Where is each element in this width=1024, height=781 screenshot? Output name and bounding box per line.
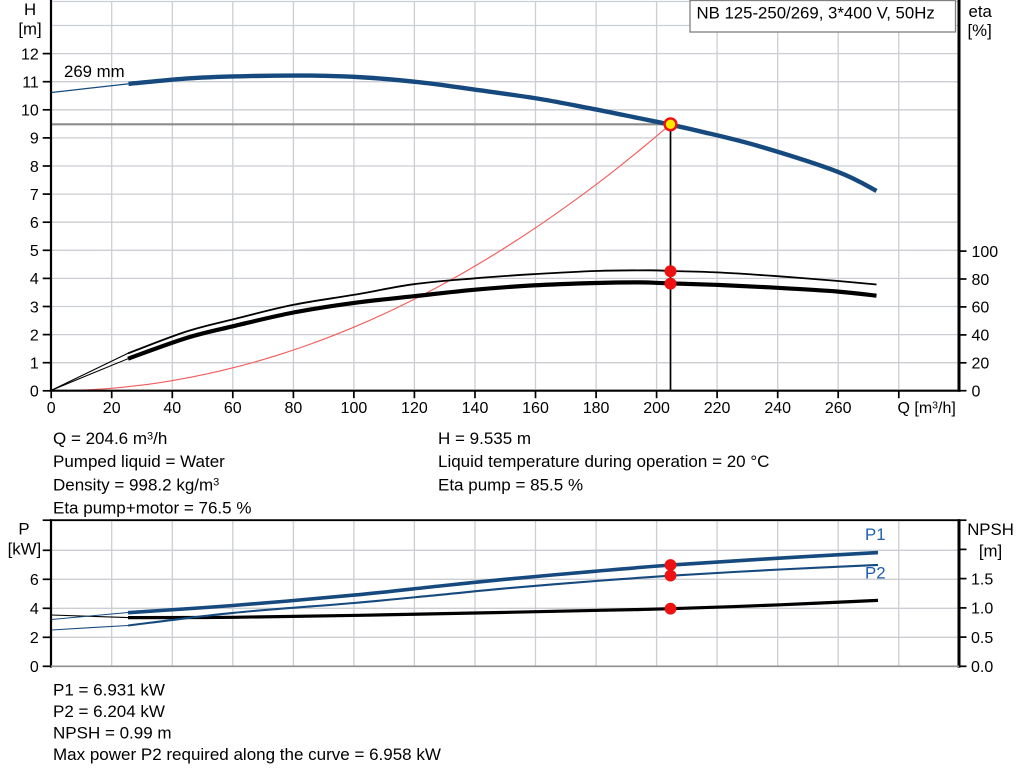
svg-text:60: 60 [972,300,990,317]
svg-text:2: 2 [30,630,39,647]
svg-text:0.5: 0.5 [971,630,993,647]
svg-text:P1: P1 [865,525,886,544]
svg-text:220: 220 [704,400,731,417]
svg-text:[%]: [%] [968,21,992,40]
svg-text:1: 1 [30,356,39,373]
svg-text:4: 4 [30,271,39,288]
svg-text:7: 7 [30,187,39,204]
svg-text:4: 4 [30,601,39,618]
svg-text:8: 8 [30,159,39,176]
svg-text:NPSH = 0.99 m: NPSH = 0.99 m [53,724,172,743]
svg-text:11: 11 [22,75,39,92]
svg-text:40: 40 [163,400,181,417]
svg-text:12: 12 [21,46,39,63]
svg-text:240: 240 [764,400,791,417]
svg-text:P2 = 6.204 kW: P2 = 6.204 kW [53,702,165,721]
svg-text:6: 6 [30,215,39,232]
svg-text:[m]: [m] [18,20,41,39]
svg-text:0: 0 [47,400,56,417]
svg-text:P2: P2 [865,564,886,583]
svg-text:5: 5 [30,243,39,260]
svg-text:1.0: 1.0 [971,601,993,618]
svg-text:H = 9.535 m: H = 9.535 m [438,429,531,448]
svg-text:80: 80 [972,272,990,289]
svg-text:Max power P2 required along th: Max power P2 required along the curve = … [53,745,441,764]
svg-text:0: 0 [30,384,39,401]
svg-text:80: 80 [285,400,303,417]
svg-text:Eta pump = 85.5 %: Eta pump = 85.5 % [438,475,583,494]
svg-text:NB 125-250/269, 3*400 V, 50Hz: NB 125-250/269, 3*400 V, 50Hz [697,4,935,23]
svg-text:180: 180 [583,400,610,417]
svg-text:[kW]: [kW] [8,540,42,559]
svg-text:0: 0 [972,384,981,401]
svg-text:Q = 204.6 m3/h: Q = 204.6 m3/h [53,429,167,448]
svg-text:Pumped liquid = Water: Pumped liquid = Water [53,452,225,471]
svg-text:120: 120 [401,400,428,417]
svg-text:P1 = 6.931 kW: P1 = 6.931 kW [53,680,165,699]
svg-text:H: H [24,0,36,19]
svg-text:3: 3 [30,299,39,316]
svg-text:Density = 998.2 kg/m3: Density = 998.2 kg/m3 [53,475,219,494]
svg-text:40: 40 [972,328,990,345]
svg-text:0.0: 0.0 [971,659,993,676]
svg-text:10: 10 [21,103,39,120]
svg-text:Q [m3/h]: Q [m3/h] [898,399,956,416]
svg-text:1.5: 1.5 [971,571,993,588]
svg-text:2: 2 [30,327,39,344]
svg-text:20: 20 [103,400,121,417]
svg-text:100: 100 [341,400,368,417]
svg-text:P: P [18,520,29,539]
svg-text:160: 160 [522,400,549,417]
svg-text:200: 200 [643,400,670,417]
svg-text:100: 100 [972,244,999,261]
svg-text:20: 20 [972,356,990,373]
svg-text:NPSH: NPSH [967,520,1014,539]
svg-text:[m]: [m] [979,542,1002,561]
svg-text:140: 140 [462,400,489,417]
svg-text:0: 0 [30,659,39,676]
svg-text:Liquid temperature during oper: Liquid temperature during operation = 20… [438,452,769,471]
svg-text:Eta pump+motor = 76.5 %: Eta pump+motor = 76.5 % [53,498,251,517]
svg-text:6: 6 [30,572,39,589]
svg-text:269 mm: 269 mm [64,62,125,81]
svg-text:260: 260 [825,400,852,417]
svg-text:9: 9 [30,131,39,148]
svg-text:60: 60 [224,400,242,417]
svg-text:eta: eta [969,2,993,21]
